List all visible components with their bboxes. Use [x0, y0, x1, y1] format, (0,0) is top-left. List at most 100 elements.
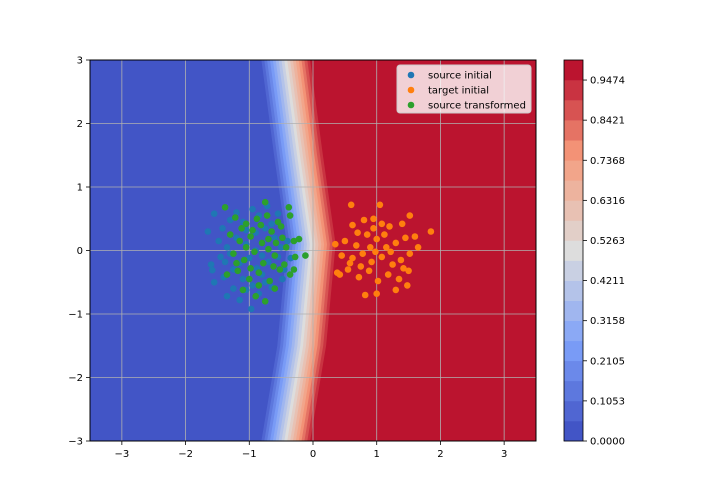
scatter-point — [370, 215, 377, 223]
scatter-point — [332, 240, 339, 248]
scatter-point — [232, 214, 239, 221]
colorbar-tick-label: 0.0000 — [590, 437, 625, 448]
scatter-point — [223, 271, 231, 278]
scatter-point — [261, 198, 269, 206]
colorbar-band — [564, 160, 583, 181]
scatter-point — [359, 250, 367, 257]
scatter-point — [207, 261, 215, 268]
colorbar-tick-label: 0.5263 — [590, 236, 625, 247]
scatter-point — [265, 245, 272, 253]
scatter-point — [223, 244, 231, 251]
scatter-point — [257, 221, 265, 229]
scatter-point — [372, 248, 379, 256]
scatter-point — [249, 205, 256, 213]
scatter-point — [274, 210, 282, 217]
scatter-point — [210, 279, 218, 286]
scatter-point — [338, 252, 346, 259]
scatter-point — [389, 261, 396, 268]
scatter-point — [252, 292, 259, 300]
colorbar-tick-label: 0.1053 — [590, 396, 625, 407]
legend-label: source transformed — [428, 101, 526, 112]
colorbar-band — [564, 360, 583, 382]
y-tick-label: 2 — [77, 119, 83, 130]
scatter-point — [268, 220, 275, 228]
decision-contour — [90, 60, 536, 441]
scatter-point — [427, 228, 435, 235]
scatter-point — [247, 265, 254, 272]
scatter-point — [376, 201, 384, 209]
scatter-point — [230, 285, 237, 292]
scatter-point — [383, 244, 390, 251]
scatter-point — [249, 226, 256, 234]
colorbar-band — [564, 120, 583, 141]
colorbar-tick-label: 0.2105 — [590, 356, 625, 367]
scatter-point — [239, 275, 247, 283]
x-tick-label: 2 — [437, 449, 443, 460]
legend-label: source initial — [428, 71, 492, 82]
scatter-point — [384, 271, 392, 278]
scatter-point — [411, 233, 419, 240]
scatter-point — [204, 228, 212, 235]
scatter-point — [370, 225, 377, 232]
colorbar-band — [564, 100, 583, 121]
colorbar-band — [564, 300, 583, 321]
scatter-point — [279, 234, 286, 242]
y-tick-label: −3 — [68, 437, 83, 448]
colorbar-tick-label: 0.8421 — [590, 116, 625, 127]
scatter-point — [347, 201, 355, 209]
scatter-point — [341, 237, 349, 245]
scatter-point — [290, 266, 298, 273]
scatter-point — [246, 254, 253, 262]
grid-lines — [90, 60, 536, 441]
scatter-point — [367, 244, 374, 251]
scatter-point — [258, 252, 266, 259]
y-tick-label: 0 — [77, 246, 83, 257]
scatter-point — [265, 235, 272, 243]
scatter-point — [355, 273, 363, 281]
scatter-point — [387, 248, 395, 256]
colorbar-tick-label: 0.4211 — [590, 276, 625, 287]
colorbar-tick-label: 0.9474 — [590, 76, 625, 87]
scatter-point — [397, 256, 405, 264]
x-tick-label: 1 — [374, 449, 380, 460]
scatter-point — [255, 282, 263, 289]
legend-box — [396, 64, 532, 114]
legend-label: target initial — [428, 86, 489, 97]
colorbar-frame — [563, 59, 584, 442]
scatter-point — [361, 291, 369, 299]
scatter-point — [392, 239, 400, 247]
scatter-point — [263, 212, 271, 219]
scatter-point — [395, 275, 403, 283]
scatter-point — [291, 253, 299, 261]
scatter-point — [276, 266, 284, 273]
y-tick-label: 3 — [77, 56, 83, 67]
plot-area — [90, 60, 536, 441]
colorbar-tick-label: 0.3158 — [590, 316, 625, 327]
x-tick-label: −1 — [242, 449, 257, 460]
colorbar-band — [564, 60, 583, 81]
scatter-point — [261, 298, 269, 305]
scatter-point — [286, 212, 294, 219]
scatter-point — [349, 254, 356, 262]
colorbar-band — [564, 240, 583, 261]
scatter-point — [221, 204, 229, 211]
scatter-point — [268, 228, 275, 235]
legend-marker — [407, 86, 415, 94]
x-tick-label: 3 — [501, 449, 507, 460]
colorbar-band — [564, 260, 583, 281]
scatter-point — [253, 215, 261, 223]
scatter-point — [282, 244, 290, 251]
colorbar-band — [564, 140, 583, 161]
scatter-point — [249, 282, 256, 289]
scatter-point — [279, 275, 286, 283]
scatter-point — [406, 212, 414, 219]
scatter-point — [238, 225, 245, 232]
scatter-point — [242, 220, 250, 228]
scatter-point — [247, 305, 255, 313]
colorbar-band — [564, 420, 583, 442]
scatter-point — [286, 271, 294, 278]
scatter-point — [386, 223, 393, 230]
scatter-point — [234, 267, 242, 275]
colorbar-tick-label: 0.7368 — [590, 156, 625, 167]
